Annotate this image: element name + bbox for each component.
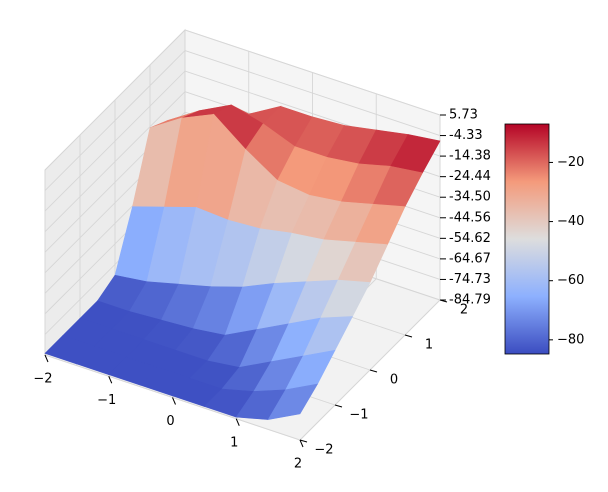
x-tick [44, 354, 49, 363]
colorbar-ticks: −20 −40 −60 −80 [549, 155, 584, 347]
y-tick [404, 334, 413, 338]
z-tick-label: -24.44 [449, 169, 491, 184]
z-tick-label: -4.33 [449, 128, 483, 143]
z-tick-label: -14.38 [449, 149, 491, 164]
x-tick [235, 418, 240, 426]
y-tick-label: 1 [425, 338, 433, 353]
grid-line [44, 70, 186, 212]
x-tick [108, 376, 113, 384]
y-tick [299, 439, 308, 443]
x-tick [299, 439, 304, 448]
x-tick-label: −2 [33, 372, 52, 387]
grid-line [184, 29, 441, 116]
z-tick-label: -54.62 [449, 231, 491, 246]
y-tick [369, 369, 378, 373]
y-tick-label: 0 [390, 373, 398, 388]
grid-line [184, 50, 441, 136]
colorbar-tick-label: −60 [557, 273, 584, 288]
grid-line [44, 50, 186, 191]
surface-patch [267, 383, 319, 420]
z-tick-label: -64.67 [449, 251, 491, 266]
z-tick-label: 5.73 [449, 108, 478, 123]
y-tick-label: −2 [314, 443, 333, 458]
z-tick-label: -74.73 [449, 272, 491, 287]
z-tick-label: -34.50 [449, 190, 491, 205]
grid-line [44, 29, 186, 171]
z-tick-label: -44.56 [449, 210, 491, 225]
colorbar-tick-label: −80 [557, 332, 584, 347]
surface [44, 104, 441, 420]
colorbar-tick-label: −20 [557, 155, 584, 170]
tick-labels: −2 −1 0 1 2 −2 −1 0 1 2 5.73 -4.33 -14.38 -24.44 -34.5… [33, 108, 491, 472]
x-tick-label: 0 [166, 414, 174, 429]
x-tick-label: 1 [230, 435, 238, 450]
x-tick-label: −1 [97, 393, 116, 408]
colorbar [504, 123, 550, 355]
grid-line [44, 91, 186, 232]
x-tick [172, 397, 176, 405]
y-tick-label: 2 [460, 303, 468, 318]
y-tick-label: −1 [349, 408, 368, 423]
x-tick-label: 2 [294, 457, 302, 472]
y-tick [334, 404, 343, 408]
colorbar-tick-label: −40 [557, 214, 584, 229]
z-tick-label: -84.79 [449, 293, 491, 308]
